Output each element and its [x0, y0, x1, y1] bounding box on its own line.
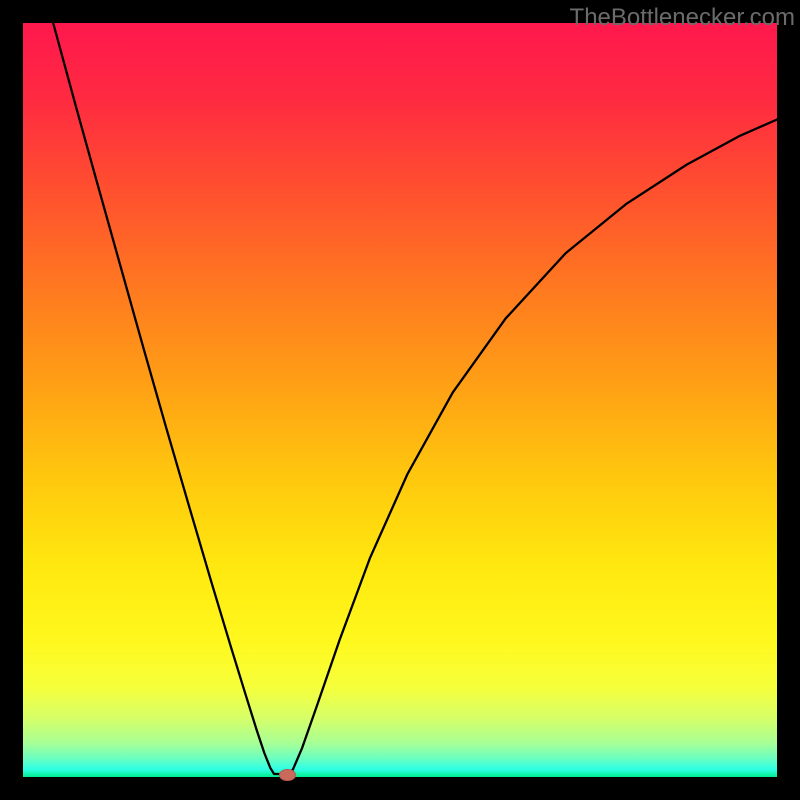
optimal-point-marker — [279, 769, 296, 782]
watermark-text: TheBottlenecker.com — [570, 4, 795, 32]
